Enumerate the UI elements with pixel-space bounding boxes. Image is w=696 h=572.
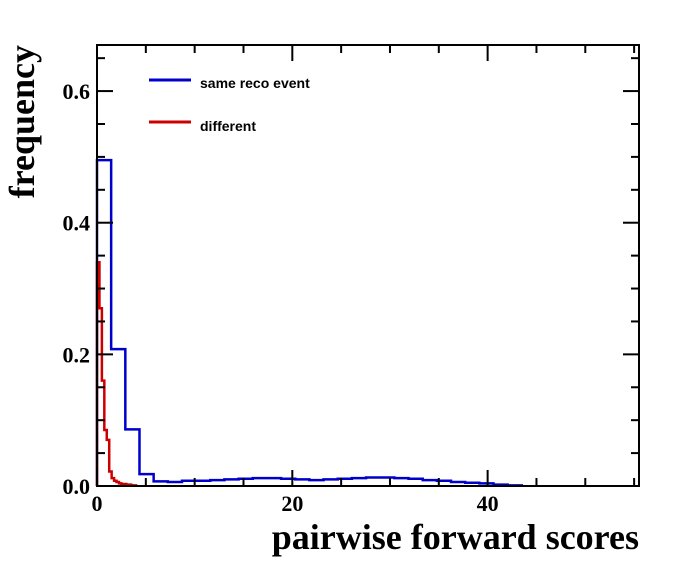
series-same-reco-event-outline [95,158,524,487]
x-axis-title: pairwise forward scores [272,517,639,557]
y-tick-label: 0.4 [63,211,91,236]
tick-labels: 0 20 40 0.0 0.2 0.4 0.6 [63,79,499,516]
y-tick-label: 0.2 [63,342,91,367]
x-tick-label: 40 [477,491,499,516]
x-tick-label: 0 [92,491,103,516]
legend: same reco event different [149,75,310,134]
y-axis-title: frequency [2,45,42,198]
y-tick-label: 0.6 [63,79,91,104]
series-different-outline [95,260,138,487]
legend-label-same-reco-event: same reco event [200,75,310,91]
x-tick-label: 20 [281,491,303,516]
y-tick-label: 0.0 [63,474,91,499]
plot-frame [96,44,640,487]
series-layer [95,158,524,487]
legend-label-different: different [200,118,256,134]
ticks-layer [96,45,639,487]
